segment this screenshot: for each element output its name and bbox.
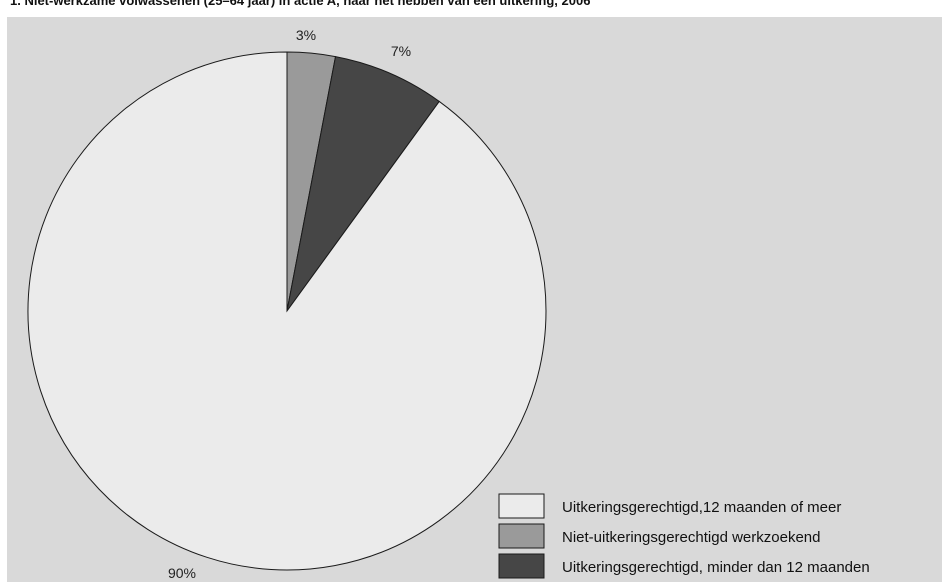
pie-slice-label-1: 3%: [296, 27, 316, 43]
pie-slice-3: [27, 51, 547, 571]
pie-slices: [27, 51, 547, 571]
legend-swatch-3: [498, 553, 545, 579]
legend-label-1: Uitkeringsgerechtigd,12 maanden of meer: [562, 499, 841, 516]
legend: Uitkeringsgerechtigd,12 maanden of meer N…: [498, 493, 870, 579]
legend-swatch-2: [498, 523, 545, 549]
chart-title: 1. Niet-werkzame volwassenen (25–64 jaar…: [10, 0, 591, 8]
legend-label-3: Uitkeringsgerechtigd, minder dan 12 maan…: [562, 559, 870, 576]
pie-slice-label-2: 7%: [391, 43, 411, 59]
pie-slice-2: [286, 56, 440, 312]
pie-slice-labels: 3% 7% 90%: [168, 27, 411, 581]
legend-swatch-1: [498, 493, 545, 519]
legend-label-2: Niet-uitkeringsgerechtigd werkzoekend: [562, 529, 820, 546]
pie-slice-label-3: 90%: [168, 565, 196, 581]
